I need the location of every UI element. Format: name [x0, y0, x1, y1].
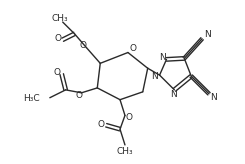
Text: O: O	[53, 68, 60, 77]
Text: O: O	[75, 91, 82, 100]
Text: N: N	[159, 53, 166, 62]
Text: N: N	[170, 90, 177, 99]
Text: CH₃: CH₃	[51, 14, 68, 23]
Text: N: N	[204, 30, 210, 39]
Text: O: O	[80, 41, 87, 50]
Text: O: O	[54, 34, 61, 43]
Text: O: O	[129, 44, 136, 53]
Text: O: O	[98, 120, 105, 129]
Text: N: N	[151, 72, 158, 81]
Text: O: O	[125, 113, 133, 122]
Text: H₃C: H₃C	[23, 94, 40, 103]
Text: CH₃: CH₃	[117, 147, 133, 156]
Text: N: N	[210, 93, 217, 102]
